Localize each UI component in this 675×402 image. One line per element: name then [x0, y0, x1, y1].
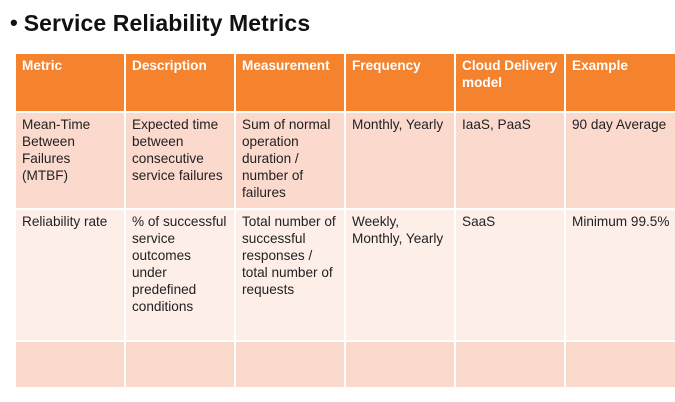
metrics-table: Metric Description Measurement Frequency…: [14, 52, 675, 389]
cell-metric: Reliability rate: [14, 208, 126, 342]
cell-description: [124, 340, 236, 389]
cell-frequency: [344, 340, 456, 389]
cell-cloud-delivery-model: SaaS: [454, 208, 566, 342]
table-row: [14, 340, 675, 389]
header-metric: Metric: [14, 52, 126, 113]
cell-measurement: Sum of normal operation duration / numbe…: [234, 111, 346, 210]
cell-measurement: [234, 340, 346, 389]
header-cloud-delivery-model: Cloud Delivery model: [454, 52, 566, 113]
cell-example: 90 day Average: [564, 111, 675, 210]
cell-description: Expected time between consecutive servic…: [124, 111, 236, 210]
header-frequency: Frequency: [344, 52, 456, 113]
cell-cloud-delivery-model: [454, 340, 566, 389]
table-header-row: Metric Description Measurement Frequency…: [14, 52, 675, 113]
header-measurement: Measurement: [234, 52, 346, 113]
table-row: Mean-Time Between Failures (MTBF) Expect…: [14, 111, 675, 210]
cell-description: % of successful service outcomes under p…: [124, 208, 236, 342]
cell-metric: Mean-Time Between Failures (MTBF): [14, 111, 126, 210]
header-example: Example: [564, 52, 675, 113]
slide-title: Service Reliability Metrics: [23, 9, 311, 36]
cell-frequency: Weekly, Monthly, Yearly: [344, 208, 456, 342]
cell-frequency: Monthly, Yearly: [344, 111, 456, 210]
cell-example: Minimum 99.5%: [564, 208, 675, 342]
table-row: Reliability rate % of successful service…: [14, 208, 675, 342]
title-row: • Service Reliability Metrics: [10, 6, 310, 40]
header-description: Description: [124, 52, 236, 113]
cell-measurement: Total number of successful responses / t…: [234, 208, 346, 342]
bullet-icon: •: [10, 10, 18, 35]
cell-metric: [14, 340, 126, 389]
cell-cloud-delivery-model: IaaS, PaaS: [454, 111, 566, 210]
cell-example: [564, 340, 675, 389]
